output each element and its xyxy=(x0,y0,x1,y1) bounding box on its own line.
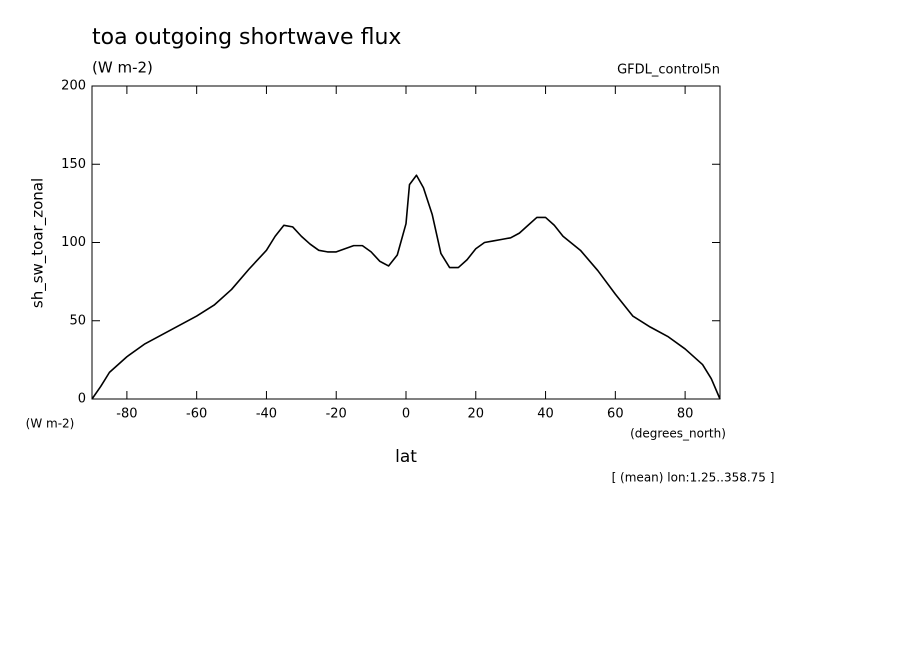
chart-title: toa outgoing shortwave flux xyxy=(92,25,401,50)
x-tick-label: 0 xyxy=(402,407,410,422)
y-tick-label: 50 xyxy=(69,313,86,328)
x-tick-label: -80 xyxy=(116,407,137,422)
y-tick-label: 200 xyxy=(61,79,86,94)
x-axis-units: (degrees_north) xyxy=(630,427,726,441)
x-tick-label: 60 xyxy=(607,407,624,422)
x-tick-label: -20 xyxy=(326,407,347,422)
x-tick-label: 80 xyxy=(677,407,694,422)
y-tick-label: 150 xyxy=(61,157,86,172)
data-line xyxy=(91,174,721,400)
y-tick-label: 100 xyxy=(61,235,86,250)
x-axis-label: lat xyxy=(395,447,417,467)
x-tick-label: 40 xyxy=(537,407,554,422)
annotation: [ (mean) lon:1.25..358.75 ] xyxy=(612,471,775,485)
x-tick-label: 20 xyxy=(468,407,485,422)
x-tick-label: -40 xyxy=(256,407,277,422)
plot-frame xyxy=(91,85,721,400)
chart-subtitle: (W m-2) xyxy=(92,59,153,77)
dataset-label: GFDL_control5n xyxy=(617,63,720,78)
x-tick-label: -60 xyxy=(186,407,207,422)
y-axis-units: (W m-2) xyxy=(26,417,75,431)
y-tick-label: 0 xyxy=(78,392,86,407)
y-axis-label: sh_sw_toar_zonal xyxy=(29,178,48,308)
